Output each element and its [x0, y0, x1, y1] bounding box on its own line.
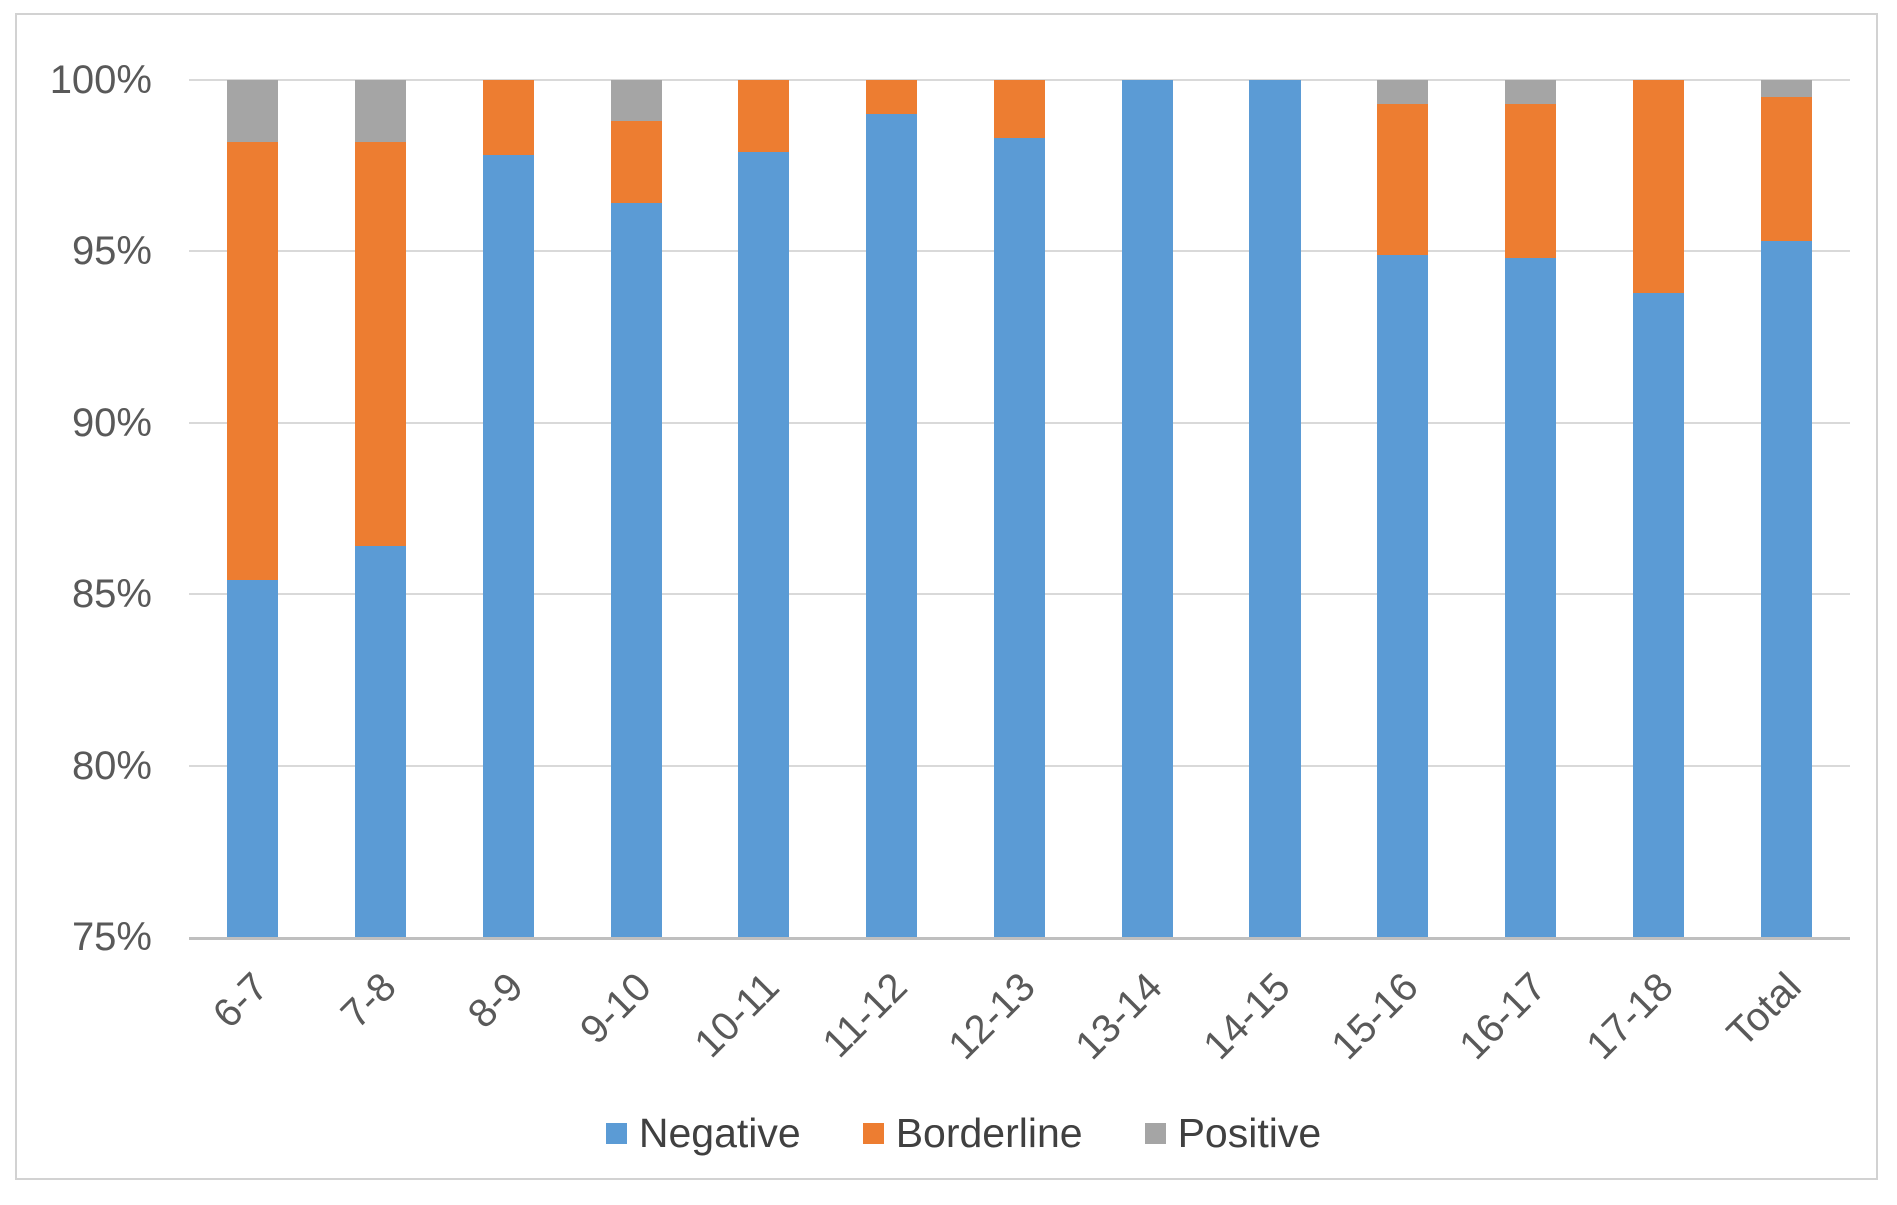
bar-segment-negative [993, 138, 1046, 937]
bar-cell [572, 80, 700, 937]
bar-segment-negative [738, 151, 790, 937]
y-axis-tick-label: 85% [71, 572, 152, 616]
bar-segment-negative [227, 580, 279, 937]
plot-area [189, 79, 1850, 940]
x-axis-label: 15-16 [1323, 964, 1427, 1069]
stacked-bar-Total [1760, 80, 1812, 937]
bar-segment-negative [1121, 80, 1173, 937]
bar-segment-borderline [1377, 103, 1429, 255]
bar-cell [1467, 80, 1595, 937]
bar-cell [828, 80, 956, 937]
chart-frame: 100% 95% 90% 85% 80% 75% 6-7 7-8 8-9 9-10 10-11 11… [15, 13, 1878, 1180]
bar-segment-borderline [1504, 103, 1557, 259]
x-axis-label: 12-13 [940, 964, 1044, 1069]
x-axis-label: 9-10 [571, 964, 660, 1053]
bar-cell [317, 80, 445, 937]
bar-cell [1211, 80, 1339, 937]
y-axis-tick-label: 95% [71, 229, 152, 273]
bar-segment-positive [227, 80, 279, 142]
bar-segment-negative [610, 203, 662, 937]
bar-cell [956, 80, 1084, 937]
negative-swatch-icon [605, 1122, 627, 1144]
stacked-bar-6-7 [227, 80, 279, 937]
legend-label-negative: Negative [638, 1110, 801, 1156]
stacked-bar-17-18 [1632, 80, 1684, 937]
x-axis-label: 11-12 [814, 964, 916, 1066]
bar-cell [1594, 80, 1722, 937]
bar-segment-positive [1760, 80, 1812, 98]
bar-segment-borderline [993, 80, 1046, 139]
stacked-bar-14-15 [1249, 80, 1301, 937]
bar-segment-borderline [227, 141, 279, 581]
stacked-bar-9-10 [610, 80, 662, 937]
x-axis-label: 13-14 [1067, 964, 1171, 1069]
legend: Negative Borderline Positive [32, 1111, 1895, 1155]
x-axis-label: 10-11 [686, 964, 788, 1066]
bar-segment-positive [355, 80, 407, 142]
bar-segment-positive [610, 80, 662, 122]
bar-segment-borderline [482, 80, 534, 156]
bar-segment-negative [1504, 258, 1557, 937]
bar-segment-borderline [1632, 80, 1684, 293]
stacked-bar-10-11 [738, 80, 790, 937]
legend-label-borderline: Borderline [895, 1110, 1083, 1156]
stacked-bar-16-17 [1504, 80, 1557, 937]
y-axis: 100% 95% 90% 85% 80% 75% [17, 15, 162, 1178]
borderline-swatch-icon [862, 1122, 884, 1144]
legend-item-borderline: Borderline [862, 1110, 1083, 1156]
bar-segment-negative [1249, 80, 1301, 937]
stacked-bar-7-8 [355, 80, 407, 937]
bar-cell [700, 80, 828, 937]
legend-label-positive: Positive [1177, 1110, 1322, 1156]
y-axis-tick-label: 100% [49, 58, 152, 102]
stacked-bar-13-14 [1121, 80, 1173, 937]
x-axis-label: Total [1718, 964, 1810, 1056]
bars-row [189, 80, 1850, 937]
stacked-bar-12-13 [993, 80, 1046, 937]
bar-segment-borderline [1760, 97, 1812, 242]
bar-cell [189, 80, 317, 937]
y-axis-tick-label: 80% [71, 744, 152, 788]
x-axis-label: 8-9 [459, 964, 532, 1037]
legend-item-negative: Negative [605, 1110, 801, 1156]
bar-segment-negative [355, 546, 407, 937]
y-axis-tick-label: 90% [71, 401, 152, 445]
bar-segment-positive [1504, 80, 1557, 104]
bar-segment-negative [1632, 292, 1684, 937]
x-axis-label: 17-18 [1578, 964, 1682, 1069]
bar-cell [445, 80, 573, 937]
bar-segment-borderline [738, 80, 790, 152]
x-axis: 6-7 7-8 8-9 9-10 10-11 11-12 12-13 13-14 14-15 15… [189, 952, 1850, 1072]
bar-segment-negative [482, 155, 534, 937]
positive-swatch-icon [1144, 1122, 1166, 1144]
bar-segment-positive [1377, 80, 1429, 104]
x-axis-line [189, 937, 1850, 940]
x-axis-label: 7-8 [332, 964, 405, 1037]
legend-item-positive: Positive [1144, 1110, 1322, 1156]
bar-cell [1083, 80, 1211, 937]
stacked-bar-11-12 [866, 80, 918, 937]
bar-segment-negative [866, 114, 918, 937]
bar-cell [1722, 80, 1850, 937]
bar-segment-borderline [355, 141, 407, 547]
x-axis-label: 14-15 [1195, 964, 1299, 1069]
y-axis-tick-label: 75% [71, 915, 152, 959]
x-axis-label: 16-17 [1451, 964, 1555, 1069]
stacked-bar-8-9 [482, 80, 534, 937]
x-axis-label: 6-7 [204, 964, 277, 1037]
bar-segment-negative [1760, 241, 1812, 937]
bar-cell [1339, 80, 1467, 937]
bar-segment-negative [1377, 254, 1429, 937]
bar-segment-borderline [610, 121, 662, 204]
stacked-bar-15-16 [1377, 80, 1429, 937]
bar-segment-borderline [866, 80, 918, 115]
